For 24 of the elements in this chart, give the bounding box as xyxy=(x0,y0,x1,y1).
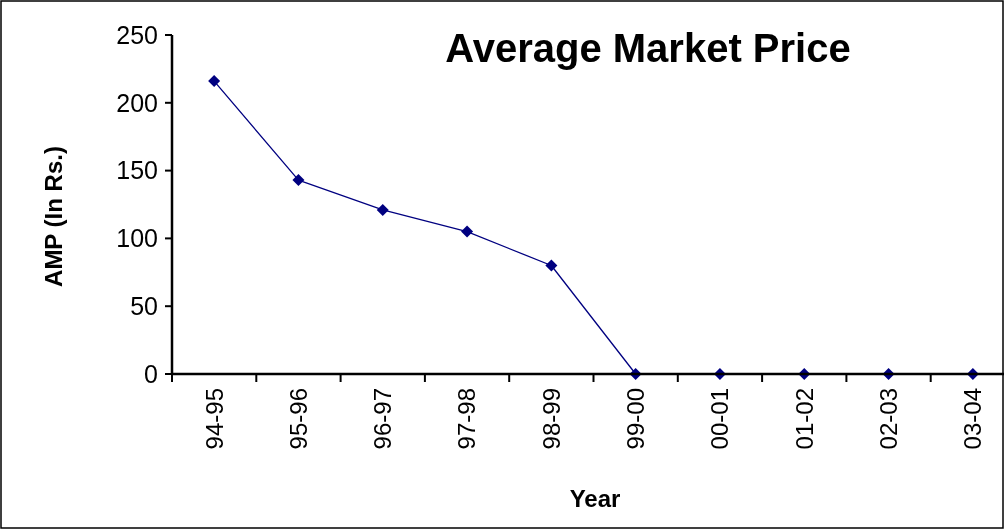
y-tick-label: 150 xyxy=(116,156,158,185)
y-tick-label: 0 xyxy=(144,359,158,388)
x-tick-label: 98-99 xyxy=(537,388,565,450)
x-tick-label: 01-02 xyxy=(790,388,818,450)
point xyxy=(461,225,474,238)
point xyxy=(545,259,558,272)
x-tick-label: 96-97 xyxy=(369,388,397,450)
x-tick-label: 00-01 xyxy=(706,388,734,450)
y-tick-label: 200 xyxy=(116,88,158,117)
x-tick-label: 95-96 xyxy=(284,388,312,450)
x-tick-label: 03-04 xyxy=(959,388,987,450)
x-tick-label: 94-95 xyxy=(200,388,228,450)
x-tick-label: 02-03 xyxy=(874,388,902,450)
x-tick-label: 97-98 xyxy=(453,388,481,450)
point xyxy=(292,174,305,187)
y-tick-label: 250 xyxy=(116,20,158,49)
chart-title: Average Market Price xyxy=(445,26,851,70)
y-tick-label: 50 xyxy=(130,291,158,320)
x-axis-title: Year xyxy=(569,485,621,512)
point xyxy=(208,75,221,88)
y-axis-title: AMP (In Rs.) xyxy=(40,146,67,287)
x-tick-label: 99-00 xyxy=(622,388,650,450)
y-tick-label: 100 xyxy=(116,224,158,253)
point xyxy=(376,203,389,216)
